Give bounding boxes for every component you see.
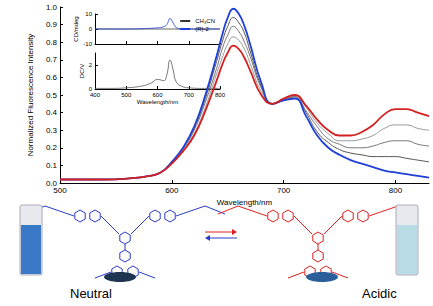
- svg-text:700: 700: [277, 186, 291, 195]
- svg-text:0: 0: [88, 86, 92, 92]
- svg-text:Normalized Fluorescence Intens: Normalized Fluorescence Intensity: [26, 34, 35, 157]
- svg-text:10: 10: [85, 11, 92, 17]
- svg-text:600: 600: [165, 186, 179, 195]
- svg-text:CD/mdeg: CD/mdeg: [73, 16, 79, 41]
- svg-text:0.0: 0.0: [45, 178, 57, 188]
- svg-text:Wavelength/nm: Wavelength/nm: [217, 198, 273, 207]
- svg-text:-10: -10: [83, 41, 92, 47]
- svg-text:0.2: 0.2: [46, 143, 58, 152]
- svg-text:CH₃CN: CH₃CN: [195, 18, 215, 24]
- svg-text:0.4: 0.4: [46, 108, 58, 117]
- svg-text:(R)-2: (R)-2: [195, 26, 209, 32]
- svg-text:0.6: 0.6: [46, 73, 58, 82]
- svg-text:800: 800: [389, 186, 403, 195]
- svg-text:0.8: 0.8: [46, 38, 58, 47]
- svg-text:400: 400: [90, 92, 101, 98]
- svg-text:0.9: 0.9: [46, 20, 58, 29]
- svg-text:DC/V: DC/V: [79, 64, 85, 78]
- svg-text:700: 700: [184, 92, 195, 98]
- svg-text:2: 2: [89, 62, 93, 68]
- svg-text:800: 800: [215, 92, 226, 98]
- svg-text:0.5: 0.5: [46, 91, 58, 100]
- svg-text:600: 600: [152, 92, 163, 98]
- svg-text:0.3: 0.3: [46, 126, 58, 135]
- svg-text:Wavelength/nm: Wavelength/nm: [137, 99, 178, 105]
- svg-text:0.7: 0.7: [46, 55, 58, 64]
- svg-text:Neutral: Neutral: [70, 286, 112, 301]
- svg-text:Acidic: Acidic: [362, 286, 397, 301]
- svg-text:0: 0: [89, 26, 93, 32]
- svg-text:500: 500: [53, 186, 67, 195]
- svg-text:1.0: 1.0: [46, 3, 58, 12]
- svg-text:500: 500: [121, 92, 132, 98]
- svg-text:0.1: 0.1: [46, 161, 58, 170]
